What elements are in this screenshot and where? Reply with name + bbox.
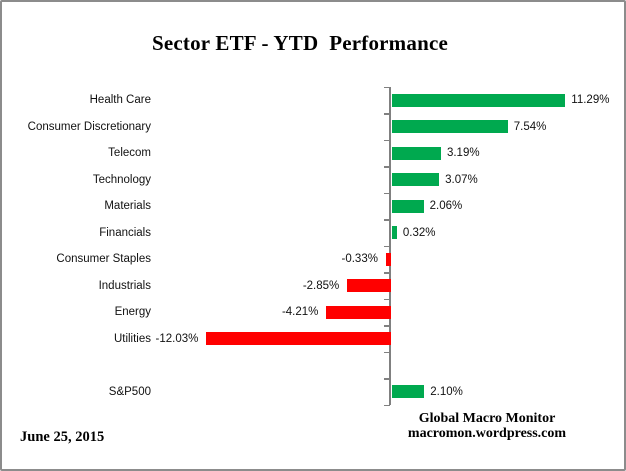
axis-tick xyxy=(384,219,390,221)
category-label: Energy xyxy=(114,306,151,319)
category-label: Health Care xyxy=(89,94,151,107)
bar xyxy=(385,252,391,266)
bar xyxy=(392,199,424,213)
value-label: 0.32% xyxy=(402,226,436,239)
axis-tick xyxy=(384,298,390,300)
category-label: Utilities xyxy=(113,332,151,345)
category-label: Financials xyxy=(99,226,151,239)
axis-tick xyxy=(384,378,390,380)
axis-tick xyxy=(384,245,390,247)
axis-tick xyxy=(384,166,390,168)
axis-tick xyxy=(384,86,390,88)
axis-tick xyxy=(384,192,390,194)
category-label: Materials xyxy=(104,200,151,213)
axis-tick xyxy=(384,139,390,141)
chart-title: Sector ETF - YTD Performance xyxy=(151,31,449,55)
axis-tick xyxy=(384,351,390,353)
bar xyxy=(347,279,391,293)
bar xyxy=(326,305,391,319)
axis-tick xyxy=(384,272,390,274)
value-label: 11.29% xyxy=(571,94,610,107)
bar xyxy=(392,226,397,240)
bar xyxy=(392,93,566,107)
credit-line-1: Global Macro Monitor xyxy=(418,411,556,426)
category-label: Technology xyxy=(92,173,151,186)
axis-tick xyxy=(384,404,390,406)
axis-tick xyxy=(384,325,390,327)
bar xyxy=(392,146,441,160)
value-label: -2.85% xyxy=(302,279,340,292)
value-label: -12.03% xyxy=(155,332,199,345)
value-label: -0.33% xyxy=(341,253,378,266)
bar xyxy=(392,173,440,187)
category-label: Consumer Staples xyxy=(56,253,151,266)
date-label: June 25, 2015 xyxy=(20,429,105,445)
axis-tick xyxy=(384,113,390,115)
category-label: S&P500 xyxy=(108,385,151,398)
value-label: 3.19% xyxy=(446,147,480,160)
credit-block: Global Macro Monitor macromon.wordpress.… xyxy=(394,411,580,441)
credit-line-2: macromon.wordpress.com xyxy=(407,425,567,441)
value-label: 7.54% xyxy=(513,120,547,133)
value-label: 2.10% xyxy=(430,385,463,398)
category-label: Telecom xyxy=(108,147,151,160)
value-label: -4.21% xyxy=(281,306,319,319)
value-label: 2.06% xyxy=(429,200,463,213)
zero-axis-line xyxy=(389,87,391,405)
category-label: Consumer Discretionary xyxy=(27,120,151,133)
bar xyxy=(392,120,508,134)
bar xyxy=(392,385,425,399)
bar xyxy=(206,332,391,346)
category-label: Industrials xyxy=(98,279,151,292)
value-label: 3.07% xyxy=(445,173,478,186)
